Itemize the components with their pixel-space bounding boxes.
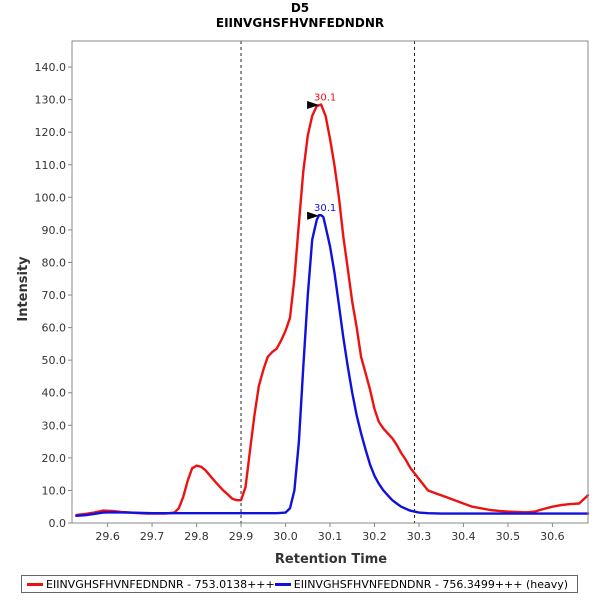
peak-arrow-marker [307,101,320,110]
x-tick-label: 30.0 [273,530,298,543]
x-tick-label: 29.9 [229,530,254,543]
peak-label-light: 30.1 [314,93,336,104]
x-tick-label: 30.4 [451,530,476,543]
x-axis-label: Retention Time [275,552,387,567]
y-tick-label: 70.0 [42,289,67,302]
x-axis: 29.6 29.7 29.8 29.9 30.0 30.1 30.2 30.3 30.4 30.5… [95,523,565,543]
series-lines [75,103,590,517]
series-line-light [75,103,590,517]
y-tick-label: 0.0 [49,517,67,530]
y-axis-label: Intensity [16,256,31,322]
chart-legend: EIINVGHSFHVNFEDNDNR - 753.0138+++ EIINVG… [21,575,578,593]
y-tick-label: 40.0 [42,387,67,400]
y-tick-label: 10.0 [42,484,67,497]
integration-boundaries [240,41,416,523]
x-tick-label: 30.6 [540,530,565,543]
x-tick-label: 29.7 [140,530,165,543]
plot-area [71,40,589,524]
peak-arrow-marker [307,211,320,220]
y-axis: 0.0 10.0 20.0 30.0 40.0 50.0 60.0 70.0 80.0 90.0 1… [35,61,72,530]
chart-title: D5 [290,1,310,15]
legend-swatch-red [27,582,43,586]
chromatogram-chart: 30.1 30.1 0.0 10.0 20.0 30.0 40.0 50.0 60.0 70.0… [16,40,590,567]
y-tick-label: 60.0 [42,322,67,335]
x-tick-label: 30.5 [496,530,521,543]
y-tick-label: 20.0 [42,452,67,465]
y-tick-label: 90.0 [42,224,67,237]
y-tick-label: 140.0 [35,61,67,74]
legend-item-heavy: EIINVGHSFHVNFEDNDNR - 756.3499+++ (heavy… [274,577,569,591]
y-tick-label: 130.0 [35,94,67,107]
series-line-heavy [75,213,590,517]
peak-markers: 30.1 30.1 [307,93,336,220]
legend-label-heavy: EIINVGHSFHVNFEDNDNR - 756.3499+++ (heavy… [293,577,569,591]
peak-label-heavy: 30.1 [314,203,336,214]
y-tick-label: 120.0 [35,126,67,139]
x-tick-label: 30.3 [407,530,432,543]
x-tick-label: 30.1 [318,530,343,543]
x-tick-label: 29.8 [184,530,209,543]
y-tick-label: 100.0 [35,191,67,204]
legend-swatch-blue [274,582,291,586]
x-tick-label: 30.2 [362,530,387,543]
y-tick-label: 30.0 [42,419,67,432]
y-tick-label: 110.0 [35,159,67,172]
y-tick-label: 80.0 [42,256,67,269]
x-tick-label: 29.6 [95,530,120,543]
legend-label-light: EIINVGHSFHVNFEDNDNR - 753.0138+++ [46,577,275,591]
legend-item-light: EIINVGHSFHVNFEDNDNR - 753.0138+++ [27,578,275,591]
y-tick-label: 50.0 [42,354,67,367]
chart-subtitle: EIINVGHSFHVNFEDNDNR [215,16,385,30]
